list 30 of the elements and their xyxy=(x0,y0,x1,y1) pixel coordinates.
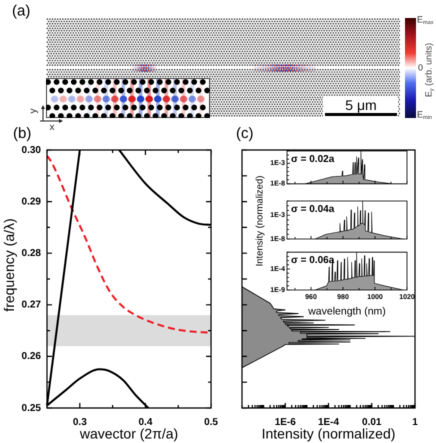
annotation: σ = 0.04a xyxy=(291,204,335,215)
text: E$_{min}$ xyxy=(417,110,432,122)
text: 5 μm xyxy=(345,97,377,113)
x-tick-label: 0.4 xyxy=(138,416,153,428)
x-axis-title: Intensity (normalized) xyxy=(262,425,396,442)
y-tick-label: 0.25 xyxy=(22,402,42,414)
x-tick-label: 0.3 xyxy=(72,416,88,428)
chart-title: (b) xyxy=(13,125,32,142)
x-tick-label: 1E-6 xyxy=(274,416,296,428)
x-axis-title: wavector (2π/a) xyxy=(78,425,178,442)
y-tick-label: 0.26 xyxy=(22,351,42,362)
text: x xyxy=(50,122,54,133)
y-tick-label: 0.28 xyxy=(22,248,42,259)
x-tick-label: 1 xyxy=(412,416,418,428)
annotation: σ = 0.02a xyxy=(291,154,335,165)
x-tick-label: 1E-4 xyxy=(318,416,340,428)
y-axis-title: frequency (a/λ) xyxy=(0,218,17,312)
y-tick-label: 0.29 xyxy=(22,196,42,208)
y-axis-title: Intensity (normalized) xyxy=(254,176,266,266)
y-tick-label: 0.27 xyxy=(22,300,42,311)
annotation: σ = 0.06a xyxy=(291,254,335,266)
y-tick-label: 0.30 xyxy=(22,144,42,156)
text: (a) xyxy=(12,2,30,20)
text: 0 xyxy=(418,62,424,72)
x-axis-title: wavelength (nm) xyxy=(307,306,386,318)
chart-title: (c) xyxy=(236,125,254,142)
text: E$_{max}$ xyxy=(417,14,434,26)
x-tick-label: 0.5 xyxy=(204,416,218,428)
x-tick-label: 0.01 xyxy=(362,416,382,428)
text: y xyxy=(28,108,39,114)
